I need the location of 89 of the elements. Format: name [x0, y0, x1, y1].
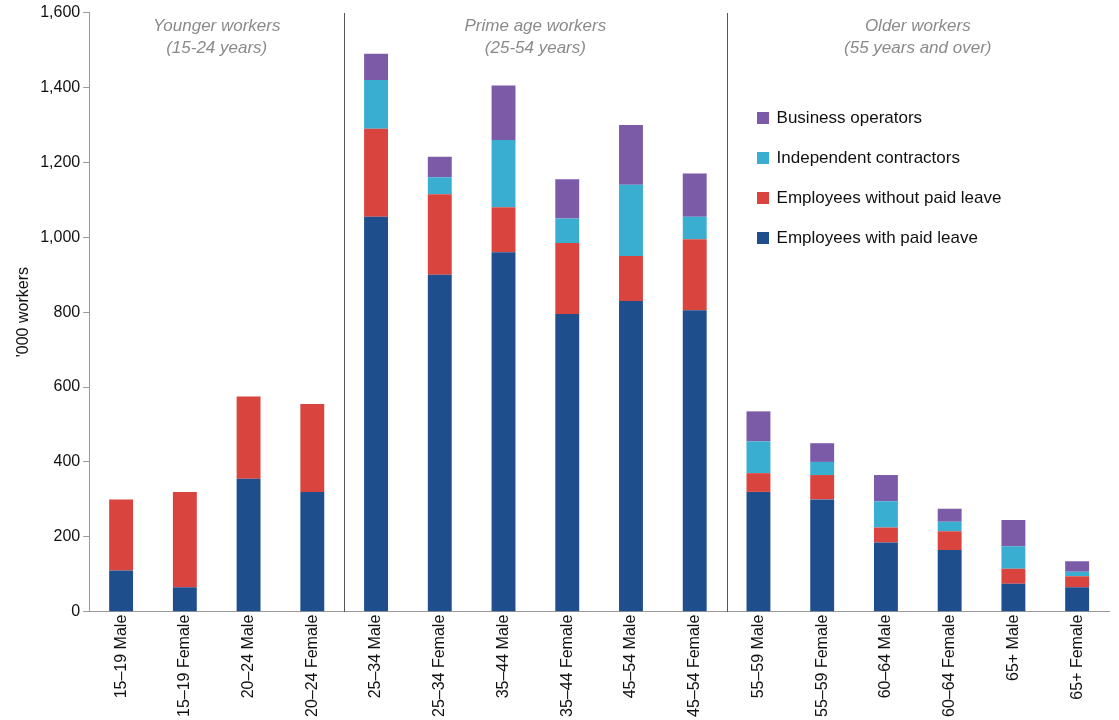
bar: [1001, 546, 1026, 569]
legend-label: Employees with paid leave: [776, 227, 978, 248]
bar: [873, 501, 898, 528]
bar: [364, 53, 388, 80]
bar: [172, 587, 197, 612]
x-tick-label: 60–64 Female: [940, 614, 958, 718]
x-tick-label: 15–19 Male: [111, 614, 129, 699]
bar: [427, 177, 452, 195]
bar: [1065, 576, 1090, 588]
bar: [937, 549, 962, 612]
bar: [682, 173, 707, 217]
bar: [746, 441, 771, 474]
bar: [746, 411, 771, 442]
x-tick-label: 15–19 Female: [175, 614, 193, 718]
bar: [873, 527, 898, 543]
bar: [491, 207, 516, 253]
legend-label: Business operators: [776, 107, 923, 128]
bar: [746, 491, 771, 612]
bar: [873, 475, 898, 502]
x-tick-label: 60–64 Male: [876, 614, 894, 699]
bar: [1065, 571, 1090, 577]
bar: [236, 396, 261, 479]
bar: [682, 310, 707, 612]
bar: [810, 499, 835, 612]
bar: [1001, 519, 1026, 547]
bar: [1001, 583, 1026, 612]
x-tick-label: 55–59 Female: [812, 614, 830, 718]
x-tick-label: 45–54 Male: [621, 614, 639, 699]
bar: [491, 252, 516, 612]
bar: [937, 521, 962, 532]
annotation: Older workers (55 years and over): [844, 14, 992, 59]
bar: [300, 403, 325, 492]
bar: [236, 478, 261, 612]
x-tick-label: 65+ Female: [1067, 614, 1085, 700]
x-tick-label: 45–54 Female: [685, 614, 703, 718]
bar: [555, 179, 580, 219]
x-tick-label: 20–24 Male: [238, 614, 256, 699]
bar: [555, 218, 580, 243]
bar: [364, 128, 388, 217]
bar: [427, 194, 452, 275]
y-tick-label: 0: [71, 602, 81, 620]
annotation: Younger workers (15-24 years): [152, 14, 281, 59]
bar: [937, 508, 962, 522]
bar: [1065, 561, 1090, 572]
y-axis-title: '000 workers: [14, 267, 32, 358]
bar: [109, 499, 134, 571]
x-tick-label: 35–44 Female: [557, 614, 575, 718]
bar: [555, 242, 580, 315]
annotation: Prime age workers (25-54 years): [464, 14, 607, 59]
y-tick-label: 400: [53, 452, 81, 470]
bar: [427, 274, 452, 612]
bar: [300, 491, 325, 612]
y-tick-label: 1,200: [40, 152, 81, 170]
x-tick-label: 20–24 Female: [302, 614, 320, 718]
bar: [364, 216, 388, 612]
bar: [937, 531, 962, 550]
y-tick-label: 1,600: [40, 3, 81, 21]
bar: [555, 314, 580, 612]
legend-label: Employees without paid leave: [776, 187, 1002, 208]
y-tick-label: 600: [53, 377, 81, 395]
y-tick-label: 1,000: [40, 227, 81, 245]
bar: [427, 156, 452, 178]
bar: [109, 570, 134, 612]
bar: [746, 473, 771, 492]
bar: [619, 255, 643, 301]
x-tick-label: 35–44 Male: [493, 614, 511, 699]
bar: [810, 461, 835, 476]
bar: [1065, 587, 1090, 612]
bar: [491, 85, 516, 140]
x-tick-label: 25–34 Female: [430, 614, 448, 718]
bar: [619, 184, 643, 256]
y-tick-label: 800: [53, 302, 81, 320]
x-tick-label: 55–59 Male: [748, 614, 766, 699]
y-tick-label: 200: [53, 527, 81, 545]
bar: [810, 443, 835, 462]
bar: [364, 80, 388, 129]
bar: [491, 139, 516, 208]
bar: [682, 239, 707, 311]
bar: [172, 491, 197, 588]
legend-label: Independent contractors: [776, 147, 960, 168]
bar: [1001, 568, 1026, 584]
bar: [619, 300, 643, 612]
x-tick-label: 65+ Male: [1003, 614, 1021, 681]
bar: [619, 124, 643, 185]
x-tick-label: 25–34 Male: [366, 614, 384, 699]
bar: [682, 216, 707, 240]
bar: [873, 542, 898, 612]
y-tick-label: 1,400: [40, 77, 81, 95]
bar: [810, 475, 835, 500]
